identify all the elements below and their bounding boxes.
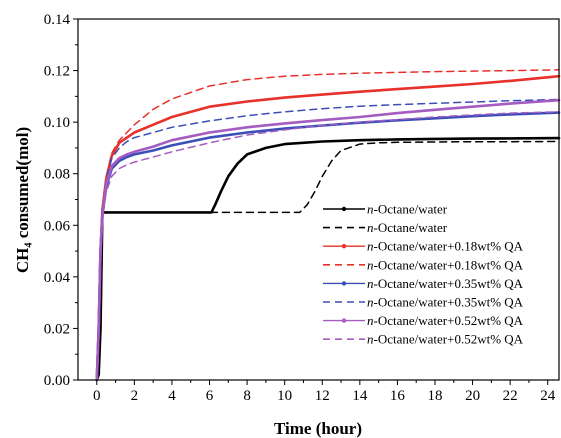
legend-label-2: n-Octane/water (367, 220, 448, 235)
x-axis-title: Time (hour) (274, 419, 362, 438)
y-tick-label: 0.00 (44, 373, 70, 389)
x-tick-label: 6 (206, 388, 214, 404)
y-tick-label: 0.10 (44, 115, 70, 131)
x-tick-label: 18 (427, 388, 442, 404)
legend-marker (341, 244, 347, 249)
y-tick-label: 0.02 (44, 321, 70, 337)
y-tick-label: 0.04 (44, 270, 71, 286)
legend: n-Octane/watern-Octane/watern-Octane/wat… (323, 202, 524, 347)
x-tick-label: 0 (93, 388, 101, 404)
legend-label-text: -Octane/water+0.52wt% QA (374, 313, 524, 328)
y-tick-label: 0.08 (44, 167, 70, 183)
x-tick-label: 12 (315, 388, 330, 404)
legend-label-8: n-Octane/water+0.52wt% QA (367, 332, 524, 347)
legend-label-6: n-Octane/water+0.35wt% QA (367, 295, 524, 310)
legend-label-4: n-Octane/water+0.18wt% QA (367, 257, 524, 272)
axes-layer: 0 2 4 6 8 10 12 14 16 18 20 22 240.000.020.040.060.0… (44, 12, 556, 404)
legend-label-text: -Octane/water+0.52wt% QA (374, 332, 524, 347)
legend-label-text: -Octane/water (374, 220, 448, 235)
legend-label-text: -Octane/water+0.35wt% QA (374, 276, 524, 291)
legend-label-1: n-Octane/water (367, 202, 448, 217)
legend-label-italic-prefix: n (367, 239, 374, 254)
legend-label-italic-prefix: n (367, 295, 374, 310)
y-tick-label: 0.06 (44, 218, 71, 234)
x-tick-label: 24 (540, 388, 556, 404)
series-line-7 (95, 98, 561, 382)
legend-label-text: -Octane/water (374, 202, 448, 217)
series-line-2 (96, 140, 560, 381)
x-tick-label: 2 (131, 388, 139, 404)
y-tick-label: 0.14 (44, 12, 71, 28)
legend-label-italic-prefix: n (367, 257, 374, 272)
legend-label-italic-prefix: n (367, 220, 374, 235)
legend-label-5: n-Octane/water+0.35wt% QA (367, 276, 524, 291)
x-tick-label: 4 (168, 388, 176, 404)
series-line-8 (96, 111, 560, 381)
x-tick-label: 20 (465, 388, 480, 404)
legend-label-italic-prefix: n (367, 313, 374, 328)
legend-marker (341, 206, 347, 212)
legend-label-7: n-Octane/water+0.52wt% QA (367, 313, 524, 328)
legend-label-italic-prefix: n (367, 276, 374, 291)
x-tick-label: 16 (390, 388, 406, 404)
y-axis-title: CH₄ consumed(mol) (13, 127, 32, 273)
legend-label-text: -Octane/water+0.18wt% QA (374, 257, 524, 272)
legend-label-3: n-Octane/water+0.18wt% QA (367, 239, 524, 254)
legend-label-text: -Octane/water+0.18wt% QA (374, 239, 524, 254)
y-tick-label: 0.12 (44, 64, 70, 80)
x-tick-label: 14 (352, 388, 368, 404)
legend-label-italic-prefix: n (367, 202, 374, 217)
x-tick-label: 22 (503, 388, 518, 404)
legend-label-text: -Octane/water+0.35wt% QA (374, 295, 524, 310)
x-tick-label: 10 (277, 388, 292, 404)
series-layer (95, 69, 561, 382)
legend-label-italic-prefix: n (367, 332, 374, 347)
legend-marker (341, 318, 347, 323)
legend-marker (341, 281, 347, 286)
x-tick-label: 8 (243, 388, 251, 404)
